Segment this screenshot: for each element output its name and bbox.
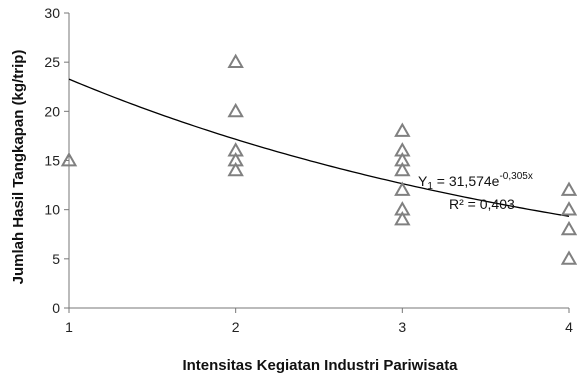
data-point bbox=[394, 210, 411, 226]
x-tick-label: 2 bbox=[232, 319, 240, 335]
data-point bbox=[227, 161, 244, 177]
r-squared-label: R² = 0,403 bbox=[449, 196, 515, 212]
y-tick-label: 30 bbox=[44, 5, 60, 21]
data-point bbox=[560, 220, 577, 236]
data-point bbox=[60, 151, 78, 167]
y-tick-label: 10 bbox=[44, 202, 60, 218]
y-tick-label: 0 bbox=[52, 300, 60, 316]
y-tick-label: 20 bbox=[44, 103, 60, 119]
equation-subscript: 1 bbox=[427, 181, 433, 192]
data-point bbox=[560, 201, 577, 216]
y-tick-label: 15 bbox=[44, 153, 60, 169]
x-tick-label: 1 bbox=[65, 319, 73, 335]
data-point bbox=[227, 53, 244, 69]
x-axis-ticks: 1 2 3 4 bbox=[65, 308, 573, 335]
equation-main: = 31,574e bbox=[433, 173, 500, 189]
data-point bbox=[560, 250, 577, 265]
data-point bbox=[227, 102, 244, 118]
equation-exponent: -0,305x bbox=[499, 171, 532, 182]
data-points bbox=[60, 53, 577, 265]
y-tick-label: 5 bbox=[52, 251, 60, 267]
y-tick-label: 25 bbox=[44, 54, 60, 70]
x-tick-label: 3 bbox=[398, 319, 406, 335]
y-axis-ticks: 0 5 10 15 20 25 30 bbox=[44, 5, 69, 316]
data-point bbox=[394, 161, 411, 177]
data-point bbox=[394, 122, 411, 137]
trendline-equation: Y1 = 31,574e-0,305x bbox=[418, 171, 533, 192]
y-axis-title: Jumlah Hasil Tangkapan (kg/trip) bbox=[10, 50, 27, 285]
data-point bbox=[394, 181, 411, 196]
equation-prefix: Y bbox=[418, 173, 428, 189]
data-point bbox=[560, 181, 577, 196]
x-tick-label: 4 bbox=[565, 319, 573, 335]
trendline bbox=[68, 78, 570, 217]
x-axis-title: Intensitas Kegiatan Industri Pariwisata bbox=[182, 357, 458, 374]
